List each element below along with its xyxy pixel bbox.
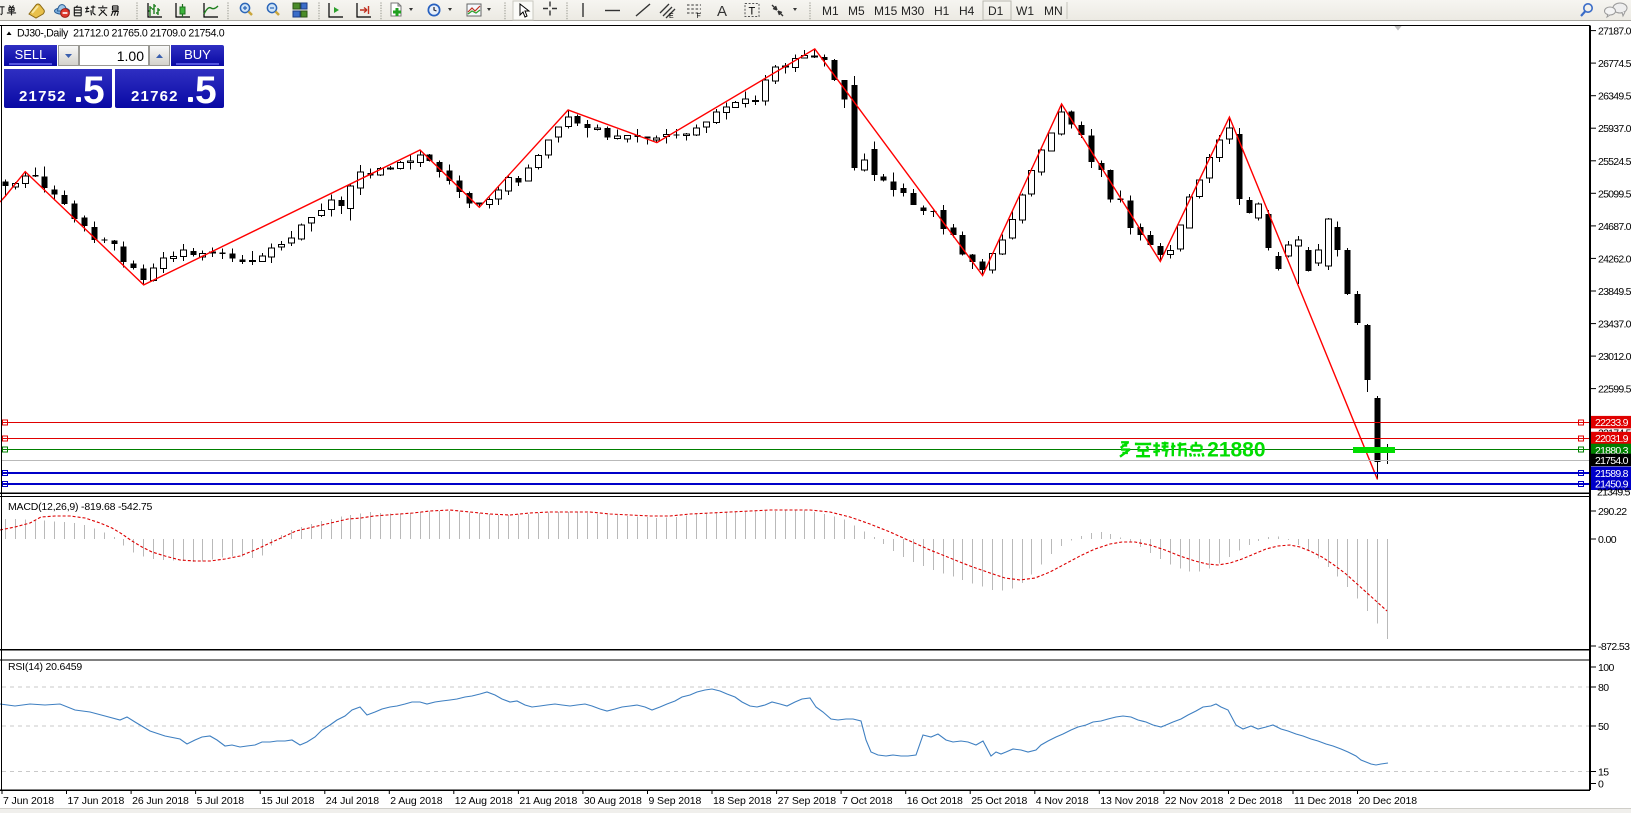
svg-text:22233.9: 22233.9	[1595, 417, 1629, 429]
svg-text:21450.9: 21450.9	[1595, 479, 1629, 491]
svg-text:11 Dec 2018: 11 Dec 2018	[1294, 795, 1352, 807]
svg-text:M30: M30	[901, 4, 925, 18]
svg-text:21349.5: 21349.5	[1597, 487, 1631, 499]
svg-text:MACD(12,26,9) -819.68 -542.75: MACD(12,26,9) -819.68 -542.75	[8, 501, 153, 513]
svg-text:22 Nov 2018: 22 Nov 2018	[1165, 795, 1224, 807]
svg-text:25524.5: 25524.5	[1598, 156, 1631, 168]
svg-text:9 Sep 2018: 9 Sep 2018	[649, 795, 702, 807]
svg-text:80: 80	[1598, 682, 1609, 694]
svg-text:25099.5: 25099.5	[1598, 188, 1631, 200]
svg-text:A: A	[717, 3, 727, 20]
svg-text:0.00: 0.00	[1598, 534, 1617, 546]
svg-text:27 Sep 2018: 27 Sep 2018	[778, 795, 837, 807]
svg-text:7 Oct 2018: 7 Oct 2018	[842, 795, 893, 807]
svg-text:22599.5: 22599.5	[1598, 384, 1631, 396]
svg-text:7 Jun 2018: 7 Jun 2018	[3, 795, 54, 807]
svg-text:21589.8: 21589.8	[1595, 468, 1629, 480]
svg-text:23437.0: 23437.0	[1598, 319, 1631, 331]
svg-text:12 Aug 2018: 12 Aug 2018	[455, 795, 513, 807]
svg-text:100: 100	[1598, 662, 1614, 674]
svg-text:18 Sep 2018: 18 Sep 2018	[713, 795, 772, 807]
svg-text:26349.5: 26349.5	[1598, 91, 1631, 103]
svg-text:17 Jun 2018: 17 Jun 2018	[68, 795, 125, 807]
svg-text:T: T	[749, 6, 756, 18]
svg-text:F: F	[697, 13, 701, 20]
svg-text:H1: H1	[934, 4, 950, 18]
svg-text:23012.0: 23012.0	[1598, 351, 1631, 363]
svg-text:20 Dec 2018: 20 Dec 2018	[1359, 795, 1418, 807]
svg-text:290.22: 290.22	[1598, 506, 1627, 518]
svg-text:15: 15	[1598, 767, 1609, 779]
svg-text:M15: M15	[874, 4, 898, 18]
svg-text:2 Aug 2018: 2 Aug 2018	[390, 795, 442, 807]
svg-text:30 Aug 2018: 30 Aug 2018	[584, 795, 642, 807]
svg-text:0: 0	[1598, 779, 1604, 791]
svg-text:5 Jul 2018: 5 Jul 2018	[197, 795, 245, 807]
svg-text:2 Dec 2018: 2 Dec 2018	[1230, 795, 1283, 807]
svg-text:15 Jul 2018: 15 Jul 2018	[261, 795, 314, 807]
svg-text:RSI(14) 20.6459: RSI(14) 20.6459	[8, 661, 82, 673]
svg-text:H4: H4	[959, 4, 975, 18]
svg-text:21880: 21880	[1207, 439, 1265, 462]
svg-text:4 Nov 2018: 4 Nov 2018	[1036, 795, 1089, 807]
svg-text:W1: W1	[1016, 4, 1034, 18]
svg-text:16 Oct 2018: 16 Oct 2018	[907, 795, 963, 807]
svg-text:MN: MN	[1044, 4, 1063, 18]
svg-text:D1: D1	[988, 4, 1004, 18]
svg-text:23849.5: 23849.5	[1598, 286, 1631, 298]
svg-text:21 Aug 2018: 21 Aug 2018	[519, 795, 577, 807]
svg-text:-872.53: -872.53	[1598, 641, 1630, 653]
svg-text:22031.9: 22031.9	[1595, 433, 1629, 445]
svg-text:21754.0: 21754.0	[1595, 455, 1629, 467]
svg-text:M1: M1	[822, 4, 839, 18]
svg-text:50: 50	[1598, 721, 1609, 733]
svg-text:13 Nov 2018: 13 Nov 2018	[1100, 795, 1159, 807]
svg-text:26774.5: 26774.5	[1598, 58, 1631, 70]
svg-text:27187.0: 27187.0	[1598, 26, 1631, 38]
svg-text:25937.0: 25937.0	[1598, 123, 1631, 135]
svg-text:24687.0: 24687.0	[1598, 221, 1631, 233]
svg-text:24 Jul 2018: 24 Jul 2018	[326, 795, 379, 807]
svg-text:DJ30-,Daily 21712.0 21765.0 2: DJ30-,Daily 21712.0 21765.0 21709.0 2175…	[17, 28, 225, 40]
svg-text:26 Jun 2018: 26 Jun 2018	[132, 795, 189, 807]
svg-text:E: E	[669, 13, 674, 20]
svg-text:24262.0: 24262.0	[1598, 253, 1631, 265]
svg-text:M5: M5	[848, 4, 865, 18]
svg-text:25 Oct 2018: 25 Oct 2018	[971, 795, 1027, 807]
